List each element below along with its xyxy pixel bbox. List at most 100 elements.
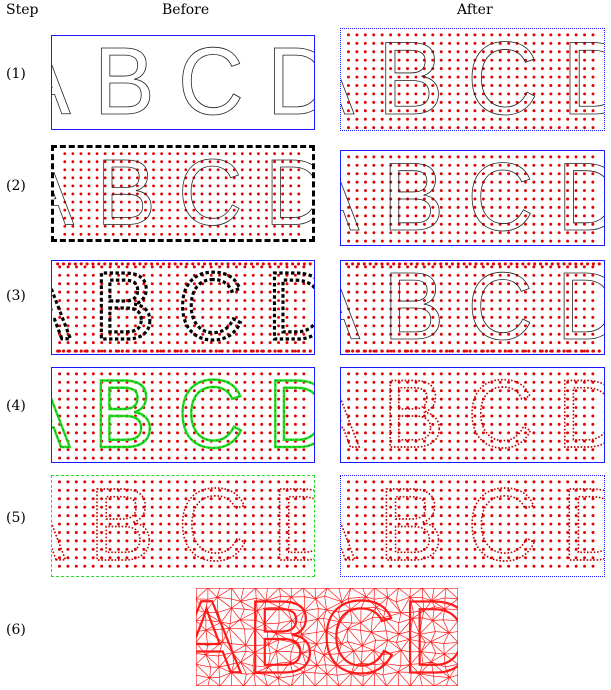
grid-dot [414, 522, 418, 526]
grid-dot [465, 547, 468, 551]
grid-dot [473, 33, 477, 37]
grid-dot [549, 456, 553, 460]
grid-dot [465, 155, 468, 159]
grid-dot [582, 414, 586, 418]
grid-dot [218, 522, 222, 526]
grid-dot [218, 547, 222, 551]
grid-dot [456, 332, 460, 336]
grid-dot [111, 176, 115, 180]
boundary-point [409, 262, 413, 266]
grid-dot [389, 397, 393, 401]
grid-dot [473, 67, 477, 71]
grid-dot [167, 332, 171, 336]
grid-dot [380, 372, 384, 376]
grid-dot [549, 50, 553, 54]
grid-dot [532, 214, 536, 218]
grid-dot [549, 439, 553, 443]
grid-dot [240, 160, 244, 164]
grid-dot [524, 456, 527, 460]
grid-dot [74, 389, 78, 393]
grid-dot [355, 205, 359, 209]
boundary-point [279, 349, 283, 353]
grid-dot [490, 497, 494, 501]
grid-dot [142, 273, 146, 277]
grid-dot [63, 208, 67, 212]
grid-dot [515, 514, 519, 518]
grid-dot [507, 33, 511, 37]
grid-dot [297, 224, 301, 228]
grid-dot [397, 75, 401, 79]
grid-dot [218, 341, 222, 345]
grid-dot [144, 232, 147, 236]
grid-dot [58, 456, 62, 460]
grid-dot [95, 200, 99, 204]
grid-dot [144, 160, 147, 164]
grid-dot [184, 488, 188, 492]
grid-dot [74, 448, 78, 452]
grid-dot [66, 439, 70, 443]
grid-dot [414, 214, 418, 218]
grid-dot [79, 216, 83, 220]
boundary-point [392, 262, 396, 266]
grid-dot [58, 307, 62, 311]
grid-dot [364, 299, 367, 303]
grid-dot [549, 197, 553, 201]
grid-dot [58, 448, 62, 452]
grid-dot [498, 214, 502, 218]
grid-dot [397, 50, 401, 54]
grid-dot [566, 265, 570, 269]
grid-dot [389, 480, 393, 484]
grid-dot [481, 448, 485, 452]
boundary-point [456, 349, 460, 353]
grid-dot [448, 33, 452, 37]
grid-dot [260, 480, 264, 484]
boundary-point [521, 262, 525, 266]
boundary-point [509, 349, 513, 353]
grid-dot [574, 155, 578, 159]
boundary-point [562, 262, 566, 266]
grid-dot [414, 456, 418, 460]
grid-dot [549, 231, 553, 235]
grid-dot [389, 126, 393, 130]
grid-dot [406, 214, 410, 218]
grid-dot [251, 372, 255, 376]
grid-dot [297, 192, 301, 196]
grid-dot [285, 505, 289, 509]
grid-dot [144, 192, 147, 196]
grid-dot [574, 564, 578, 568]
grid-dot [144, 208, 147, 212]
grid-dot [83, 341, 87, 345]
grid-dot [91, 556, 95, 560]
grid-dot [532, 41, 536, 45]
grid-dot [380, 155, 384, 159]
grid-dot [524, 448, 527, 452]
grid-dot [465, 163, 468, 167]
grid-dot [448, 84, 452, 87]
grid-dot [591, 33, 595, 37]
grid-dot [285, 422, 289, 426]
grid-dot [448, 505, 452, 509]
grid-dot [363, 497, 367, 501]
grid-dot [63, 160, 67, 164]
grid-dot [498, 389, 502, 393]
grid-dot [473, 155, 477, 159]
grid-dot [372, 439, 376, 443]
grid-dot [540, 155, 544, 159]
grid-dot [71, 208, 75, 212]
grid-dot [142, 299, 146, 303]
abcd-letters: ABCD [341, 29, 604, 130]
letters-svg: ABCD [52, 36, 314, 129]
grid-dot [117, 332, 121, 336]
grid-dot [277, 332, 281, 336]
grid-dot [473, 564, 477, 568]
grid-dot [481, 547, 485, 551]
grid-dot [167, 406, 171, 410]
grid-dot [364, 307, 367, 311]
grid-dot [422, 214, 426, 218]
grid-dot [117, 341, 121, 345]
grid-dot [127, 216, 131, 220]
grid-dot [364, 222, 367, 226]
grid-dot [389, 522, 393, 526]
grid-dot [583, 75, 587, 79]
boundary-point [421, 262, 425, 266]
